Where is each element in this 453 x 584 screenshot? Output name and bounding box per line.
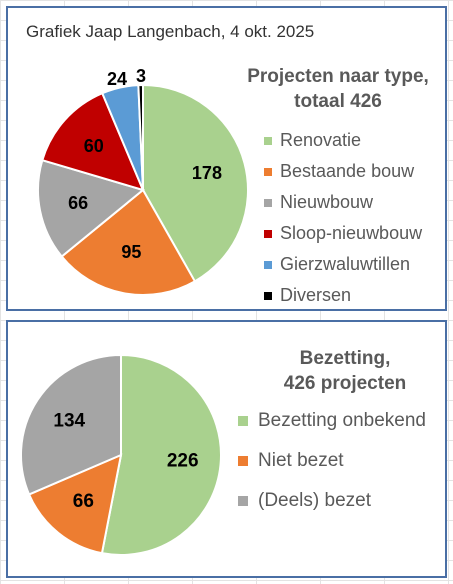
legend-label: (Deels) bezet (258, 490, 371, 511)
chart-title-occupancy: Bezetting, 426 projecten (270, 346, 420, 396)
pie-slice-niet-bezet (27, 453, 123, 555)
legend-swatch (264, 136, 272, 145)
pie-slice-nieuwbouw (37, 158, 146, 258)
data-label: 66 (73, 491, 94, 512)
data-label: 66 (68, 193, 88, 213)
legend-item: Gierzwaluwtillen (264, 249, 422, 280)
pie-slice-sloop-nieuwbouw (41, 91, 145, 192)
legend-item: Bezetting onbekend (238, 401, 426, 441)
legend-swatch (264, 229, 272, 238)
data-label: 134 (53, 410, 85, 431)
legend-item: Renovatie (264, 125, 422, 156)
legend-item: Bestaande bouw (264, 156, 422, 187)
data-label: 178 (192, 163, 222, 183)
legend-label: Bezetting onbekend (258, 410, 426, 431)
legend-swatch (264, 260, 272, 269)
legend-item: Diversen (264, 280, 422, 311)
chart-title-project-types: Projecten naar type, totaal 426 (238, 64, 438, 114)
pie-slice-deels-bezet (20, 353, 122, 496)
pie-slice-diversen (137, 83, 144, 191)
legend-swatch (238, 416, 248, 426)
chart-title-line: totaal 426 (294, 91, 382, 112)
legend-label: Diversen (280, 285, 352, 305)
data-label: 24 (107, 69, 127, 89)
legend-label: Niet bezet (258, 450, 344, 471)
legend-label: Renovatie (280, 130, 362, 150)
data-label: 226 (167, 450, 199, 471)
legend-label: Sloop-nieuwbouw (280, 223, 423, 243)
legend-item: Sloop-nieuwbouw (264, 218, 422, 249)
legend-swatch (238, 456, 248, 466)
legend-occupancy: Bezetting onbekend Niet bezet (Deels) beze… (238, 401, 426, 521)
data-label: 95 (121, 242, 141, 262)
legend-swatch (264, 291, 272, 300)
legend-project-types: Renovatie Bestaande bouw Nieuwbouw Sloop-ni… (264, 125, 422, 311)
chart-title-line: 426 projecten (283, 373, 407, 394)
chart-credit: Grafiek Jaap Langenbach, 4 okt. 2025 (26, 22, 315, 41)
legend-swatch (238, 496, 248, 506)
legend-swatch (264, 167, 272, 176)
pie-slice-renovatie (142, 83, 249, 283)
pie-slice-bestaande-bouw (60, 188, 197, 296)
legend-label: Nieuwbouw (280, 192, 374, 212)
legend-swatch (264, 198, 272, 207)
legend-label: Bestaande bouw (280, 161, 415, 181)
legend-item: Nieuwbouw (264, 187, 422, 218)
legend-item: Niet bezet (238, 441, 426, 481)
data-label: 3 (136, 66, 146, 86)
pie-slice-bezetting-onbekend (100, 353, 222, 556)
data-label: 60 (84, 136, 104, 156)
chart-title-line: Projecten naar type, (247, 66, 429, 87)
legend-item: (Deels) bezet (238, 481, 426, 521)
chart-title-line: Bezetting, (299, 348, 391, 369)
legend-label: Gierzwaluwtillen (280, 254, 411, 274)
